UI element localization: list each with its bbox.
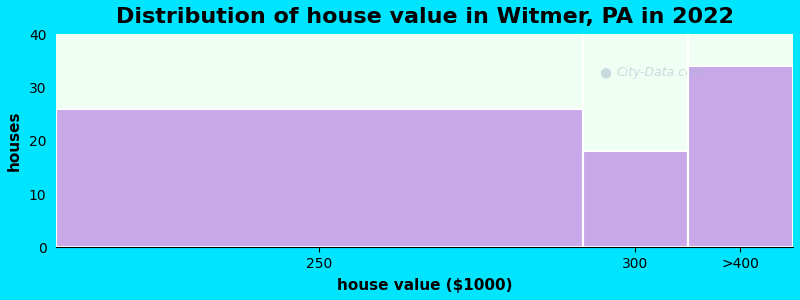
Bar <box>582 152 688 248</box>
Title: Distribution of house value in Witmer, PA in 2022: Distribution of house value in Witmer, P… <box>116 7 734 27</box>
Text: City-Data.com: City-Data.com <box>616 66 705 79</box>
Bar <box>688 66 793 248</box>
X-axis label: house value ($1000): house value ($1000) <box>337 278 512 293</box>
Text: ●: ● <box>599 65 611 80</box>
Y-axis label: houses: houses <box>7 110 22 171</box>
Bar <box>56 109 582 247</box>
